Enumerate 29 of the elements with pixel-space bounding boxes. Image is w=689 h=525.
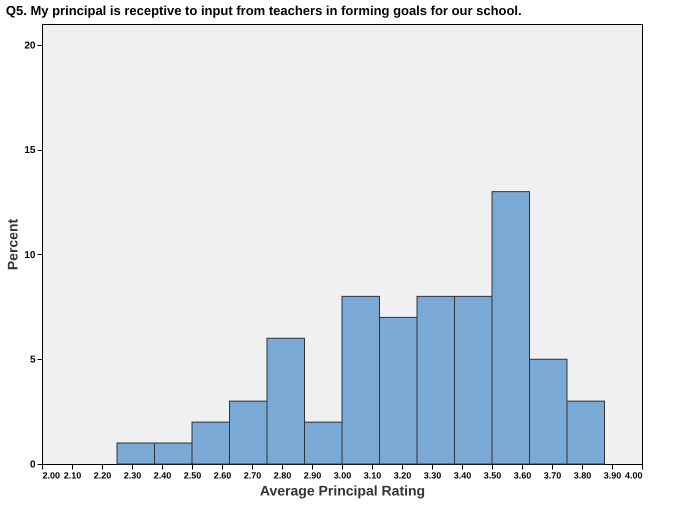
x-tick-label: 2.50 [184, 470, 202, 480]
x-tick-label: 3.60 [514, 470, 532, 480]
x-tick-label: 2.10 [64, 470, 82, 480]
y-tick-label: 0 [30, 460, 36, 470]
x-tick-label: 3.90 [604, 470, 622, 480]
x-tick-label: 3.80 [574, 470, 592, 480]
y-axis-title: Percent [4, 218, 20, 270]
x-tick-label: 3.70 [544, 470, 562, 480]
y-tick-label: 20 [24, 40, 36, 52]
x-tick-label: 2.90 [304, 470, 322, 480]
x-tick-label: 2.70 [244, 470, 262, 480]
x-tick-label: 3.30 [424, 470, 442, 480]
y-tick-label: 10 [24, 250, 36, 261]
y-tick-label: 15 [24, 145, 36, 156]
x-tick-label: 3.50 [484, 470, 502, 480]
x-axis-title: Average Principal Rating [260, 482, 426, 498]
x-tick-label: 3.20 [394, 470, 412, 480]
x-tick-label: 3.00 [334, 470, 352, 480]
chart-title: Q5. My principal is receptive to input from teachers in forming goals for our school. [6, 3, 522, 18]
x-tick-label: 3.40 [454, 470, 472, 480]
x-tick-label: 2.80 [274, 470, 292, 480]
x-tick-label: 2.20 [94, 470, 112, 480]
x-tick-label: 4.00 [624, 470, 642, 480]
x-tick-label: 2.30 [124, 470, 142, 480]
x-tick-label: 2.40 [154, 470, 172, 480]
x-tick-label: 2.60 [214, 470, 232, 480]
y-tick-label: 5 [30, 354, 36, 366]
x-tick-label: 2.00 [42, 470, 60, 480]
x-tick-label: 3.10 [364, 470, 382, 480]
